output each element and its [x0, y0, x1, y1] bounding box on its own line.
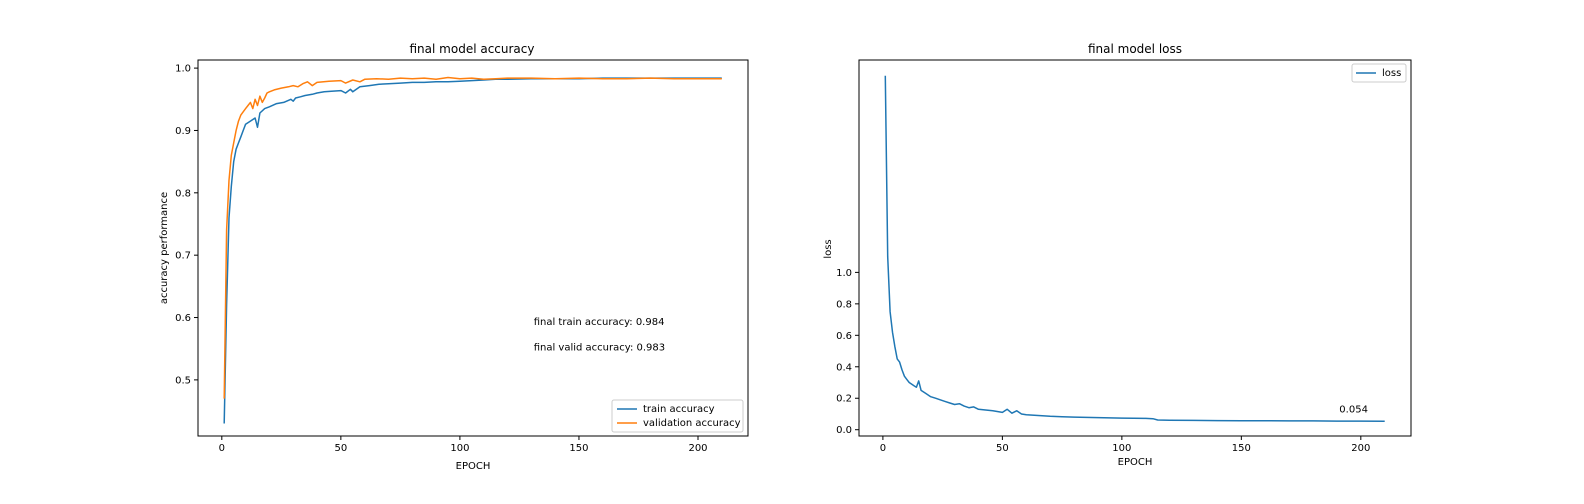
acc-x-tick-label: 150 [569, 443, 588, 454]
loss-x-axis-label: EPOCH [1118, 457, 1153, 468]
final-valid-accuracy-annotation: final valid accuracy: 0.983 [534, 343, 665, 354]
accuracy-y-axis-label: accuracy performance [159, 192, 170, 304]
final-loss-value-annotation: 0.054 [1339, 404, 1368, 415]
acc-y-tick-label: 0.5 [175, 375, 191, 386]
series-line-validation-accuracy [223, 76, 722, 399]
accuracy-x-axis-label: EPOCH [456, 461, 491, 472]
accuracy-plot-frame [197, 59, 749, 437]
loss-y-axis-label: loss [823, 239, 834, 258]
accuracy-series-lines [223, 76, 722, 424]
loss-x-tick-label: 200 [1351, 443, 1370, 454]
loss-legend: loss [1351, 63, 1407, 83]
loss-y-tick-label: 0.6 [836, 331, 852, 342]
series-line-train-accuracy [223, 77, 722, 424]
accuracy-chart-title: final model accuracy [410, 42, 535, 56]
acc-x-tick-label: 0 [219, 443, 225, 454]
loss-y-tick-label: 0.2 [836, 394, 852, 405]
loss-chart: final model loss 0 50 100 150 200 0.00.20.40… [823, 42, 1412, 468]
acc-y-tick-label: 0.6 [175, 313, 191, 324]
acc-y-tick-label: 0.9 [175, 126, 191, 137]
loss-y-tick-label: 0.4 [836, 362, 852, 373]
accuracy-legend-box [611, 399, 744, 433]
acc-y-tick-label: 1.0 [175, 64, 191, 75]
accuracy-legend: train accuracy validation accuracy [611, 399, 744, 433]
loss-x-ticks: 0 50 100 150 200 [880, 436, 1370, 454]
acc-x-tick-label: 100 [450, 443, 469, 454]
loss-x-tick-label: 150 [1232, 443, 1251, 454]
accuracy-y-ticks: 0.5 0.6 0.7 0.8 0.9 1.0 [175, 64, 198, 386]
loss-legend-box [1351, 63, 1407, 83]
loss-x-tick-label: 50 [996, 443, 1009, 454]
loss-chart-title: final model loss [1088, 42, 1182, 56]
loss-series-lines [884, 75, 1385, 422]
loss-y-tick-label: 0.0 [836, 425, 852, 436]
loss-y-ticks: 0.0 0.2 0.4 0.6 0.8 1.0 [836, 268, 859, 436]
acc-y-tick-label: 0.8 [175, 188, 191, 199]
loss-x-tick-label: 100 [1112, 443, 1131, 454]
loss-plot-frame [858, 59, 1412, 437]
series-line-loss [884, 75, 1385, 422]
legend-label-train-accuracy: train accuracy [643, 404, 715, 415]
loss-y-tick-label: 0.8 [836, 299, 852, 310]
acc-x-tick-label: 200 [688, 443, 707, 454]
loss-y-tick-label: 1.0 [836, 268, 852, 279]
legend-label-loss: loss [1382, 68, 1401, 79]
accuracy-x-ticks: 0 50 100 150 200 [219, 436, 708, 454]
acc-y-tick-label: 0.7 [175, 251, 191, 262]
legend-label-validation-accuracy: validation accuracy [643, 418, 741, 429]
acc-x-tick-label: 50 [334, 443, 347, 454]
final-train-accuracy-annotation: final train accuracy: 0.984 [534, 317, 665, 328]
loss-x-tick-label: 0 [880, 443, 886, 454]
accuracy-chart: final model accuracy 0 50 100 150 200 0.5 0.6… [159, 42, 749, 472]
